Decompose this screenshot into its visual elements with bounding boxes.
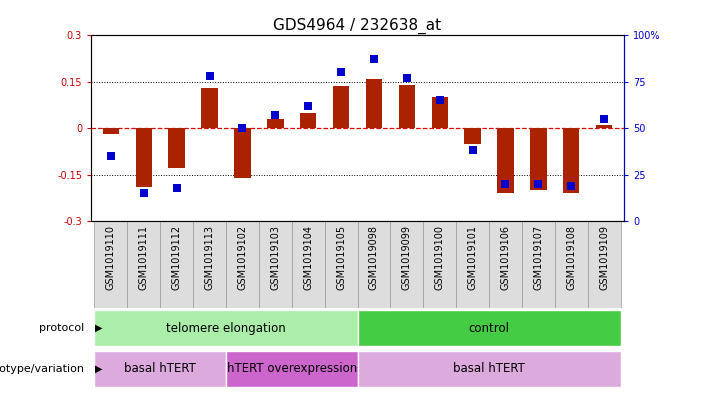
- Text: genotype/variation: genotype/variation: [0, 364, 84, 374]
- Point: [599, 116, 610, 122]
- Text: protocol: protocol: [39, 323, 84, 333]
- Text: GSM1019098: GSM1019098: [369, 225, 379, 290]
- Bar: [432, 97, 448, 128]
- Bar: [456, 221, 489, 308]
- Bar: [464, 128, 481, 143]
- Bar: [530, 128, 547, 190]
- Bar: [554, 221, 587, 308]
- Bar: [563, 128, 580, 193]
- Text: GSM1019112: GSM1019112: [172, 225, 182, 290]
- Text: basal hTERT: basal hTERT: [453, 362, 525, 375]
- Bar: [366, 79, 382, 128]
- Bar: [358, 351, 620, 387]
- Bar: [128, 221, 161, 308]
- Point: [533, 181, 544, 187]
- Bar: [489, 221, 522, 308]
- Bar: [292, 221, 325, 308]
- Text: GSM1019104: GSM1019104: [303, 225, 313, 290]
- Bar: [522, 221, 554, 308]
- Text: GSM1019107: GSM1019107: [533, 225, 543, 290]
- Bar: [226, 221, 259, 308]
- Bar: [135, 128, 152, 187]
- Bar: [193, 221, 226, 308]
- Text: GSM1019105: GSM1019105: [336, 225, 346, 290]
- Bar: [234, 128, 251, 178]
- Text: telomere elongation: telomere elongation: [166, 322, 286, 335]
- Point: [204, 73, 215, 79]
- Point: [303, 103, 314, 109]
- Bar: [95, 351, 226, 387]
- Bar: [168, 128, 185, 168]
- Point: [401, 75, 412, 81]
- Text: ▶: ▶: [95, 323, 102, 333]
- Text: GSM1019113: GSM1019113: [205, 225, 215, 290]
- Text: control: control: [468, 322, 510, 335]
- Bar: [95, 221, 128, 308]
- Text: GSM1019102: GSM1019102: [238, 225, 247, 290]
- Point: [237, 125, 248, 131]
- Point: [270, 112, 281, 118]
- Text: ▶: ▶: [95, 364, 102, 374]
- Bar: [300, 113, 316, 128]
- Point: [434, 97, 445, 103]
- Bar: [161, 221, 193, 308]
- Bar: [95, 310, 358, 347]
- Text: GSM1019111: GSM1019111: [139, 225, 149, 290]
- Point: [467, 147, 478, 154]
- Point: [368, 56, 379, 62]
- Bar: [358, 221, 390, 308]
- Text: GSM1019101: GSM1019101: [468, 225, 477, 290]
- Text: GSM1019108: GSM1019108: [566, 225, 576, 290]
- Bar: [325, 221, 358, 308]
- Text: GSM1019103: GSM1019103: [271, 225, 280, 290]
- Point: [566, 182, 577, 189]
- Bar: [201, 88, 218, 128]
- Bar: [587, 221, 620, 308]
- Point: [138, 190, 149, 196]
- Bar: [226, 351, 358, 387]
- Bar: [497, 128, 514, 193]
- Text: GSM1019109: GSM1019109: [599, 225, 609, 290]
- Bar: [423, 221, 456, 308]
- Text: GSM1019099: GSM1019099: [402, 225, 412, 290]
- Bar: [358, 310, 620, 347]
- Text: basal hTERT: basal hTERT: [124, 362, 196, 375]
- Bar: [267, 119, 283, 128]
- Bar: [390, 221, 423, 308]
- Bar: [259, 221, 292, 308]
- Point: [105, 153, 116, 159]
- Bar: [399, 85, 415, 128]
- Bar: [102, 128, 119, 134]
- Point: [336, 69, 347, 75]
- Point: [171, 184, 182, 191]
- Text: GSM1019106: GSM1019106: [501, 225, 510, 290]
- Text: GSM1019110: GSM1019110: [106, 225, 116, 290]
- Text: hTERT overexpression: hTERT overexpression: [226, 362, 357, 375]
- Text: GSM1019100: GSM1019100: [435, 225, 444, 290]
- Title: GDS4964 / 232638_at: GDS4964 / 232638_at: [273, 18, 442, 34]
- Bar: [596, 125, 613, 128]
- Bar: [333, 86, 349, 128]
- Point: [500, 181, 511, 187]
